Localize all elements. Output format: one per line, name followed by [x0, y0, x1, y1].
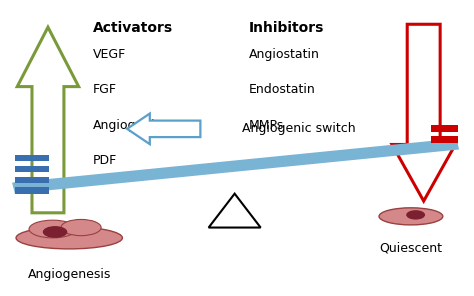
- Ellipse shape: [29, 220, 76, 238]
- Bar: [431, 125, 458, 132]
- Bar: [15, 177, 49, 183]
- Text: MMPs: MMPs: [249, 118, 284, 131]
- Text: Angiogenin: Angiogenin: [93, 118, 164, 131]
- Polygon shape: [12, 139, 459, 194]
- Bar: [15, 187, 49, 194]
- Text: Activators: Activators: [93, 21, 173, 35]
- Text: Angiogenic switch: Angiogenic switch: [242, 122, 356, 135]
- Ellipse shape: [379, 208, 443, 225]
- Bar: [431, 136, 458, 143]
- Text: Inhibitors: Inhibitors: [249, 21, 324, 35]
- Text: Angiostatin: Angiostatin: [249, 48, 319, 61]
- Ellipse shape: [406, 210, 425, 220]
- Bar: [15, 166, 49, 172]
- Text: Angiogenesis: Angiogenesis: [27, 268, 111, 281]
- Ellipse shape: [43, 226, 67, 238]
- Polygon shape: [127, 114, 201, 144]
- Text: Endostatin: Endostatin: [249, 83, 316, 96]
- Text: PDF: PDF: [93, 154, 117, 167]
- Text: VEGF: VEGF: [93, 48, 126, 61]
- Ellipse shape: [61, 219, 101, 236]
- Text: Quiescent: Quiescent: [379, 242, 442, 255]
- Ellipse shape: [16, 227, 122, 249]
- Text: FGF: FGF: [93, 83, 117, 96]
- Bar: [15, 155, 49, 161]
